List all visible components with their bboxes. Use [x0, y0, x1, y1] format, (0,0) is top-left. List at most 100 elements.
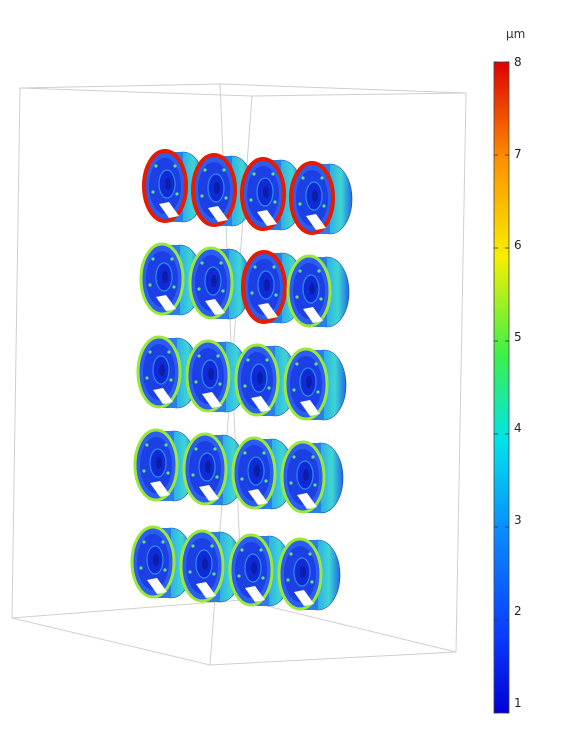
part-bolt-hole: [169, 378, 173, 382]
part-bore: [300, 566, 306, 578]
part-bore: [162, 271, 168, 283]
part-bolt-hole: [145, 376, 149, 380]
colorbar-tick-label-4: 4: [514, 421, 522, 435]
part-bolt-hole: [170, 257, 174, 261]
part-bore: [214, 182, 220, 194]
part: [234, 343, 298, 417]
part-notch: [150, 481, 170, 497]
part-bolt-hole: [246, 358, 250, 362]
part-bolt-hole: [314, 362, 318, 366]
part-bolt-hole: [224, 196, 228, 200]
part-bolt-hole: [164, 443, 168, 447]
part-bolt-hole: [273, 200, 277, 204]
part-notch: [196, 582, 216, 598]
part-notch: [297, 493, 317, 509]
part-bolt-hole: [310, 580, 314, 584]
part-bolt-hole: [237, 574, 241, 578]
part-bolt-hole: [319, 297, 323, 301]
part-bolt-hole: [264, 479, 268, 483]
part-bolt-hole: [262, 451, 266, 455]
part-bore: [165, 178, 171, 190]
part-bolt-hole: [274, 293, 278, 297]
part-bore: [153, 554, 159, 566]
part-bolt-hole: [191, 473, 195, 477]
part-bore: [208, 368, 214, 380]
part-bolt-hole: [151, 257, 155, 261]
part-bolt-hole: [316, 390, 320, 394]
part-notch: [156, 295, 176, 311]
part-bore: [312, 190, 318, 202]
part-bore: [309, 283, 315, 295]
part-bolt-hole: [265, 358, 269, 362]
part-bolt-hole: [308, 552, 312, 556]
part-notch: [251, 396, 271, 412]
part-bolt-hole: [298, 269, 302, 273]
part-bolt-hole: [250, 291, 254, 295]
part-bolt-hole: [188, 570, 192, 574]
part-bolt-hole: [154, 164, 158, 168]
part-bolt-hole: [213, 447, 217, 451]
part-bolt-hole: [216, 354, 220, 358]
part-bolt-hole: [311, 455, 315, 459]
part-notch: [300, 400, 320, 416]
part-bolt-hole: [289, 481, 293, 485]
part-bolt-hole: [222, 168, 226, 172]
part-notch: [294, 590, 314, 606]
colorbar: [493, 61, 510, 714]
part-bore: [205, 461, 211, 473]
part-bolt-hole: [259, 548, 263, 552]
part-notch: [205, 299, 225, 315]
part: [283, 347, 347, 421]
part-notch: [147, 578, 167, 594]
part-bolt-hole: [142, 540, 146, 544]
part-bolt-hole: [167, 350, 171, 354]
part-bolt-hole: [289, 552, 293, 556]
part-notch: [208, 206, 228, 222]
part-bore: [156, 457, 162, 469]
colorbar-tick-label-2: 2: [514, 604, 522, 618]
part-bolt-hole: [295, 295, 299, 299]
part-bolt-hole: [142, 469, 146, 473]
part-bolt-hole: [243, 451, 247, 455]
part-bolt-hole: [212, 572, 216, 576]
part-bolt-hole: [200, 261, 204, 265]
part-bolt-hole: [139, 566, 143, 570]
part-bolt-hole: [292, 388, 296, 392]
part-notch: [159, 202, 179, 218]
colorbar-tick-label-8: 8: [514, 55, 522, 69]
part-bolt-hole: [253, 265, 257, 269]
part: [280, 440, 344, 514]
part-bolt-hole: [210, 544, 214, 548]
part-bolt-hole: [322, 204, 326, 208]
part-bolt-hole: [272, 265, 276, 269]
part-bore: [303, 469, 309, 481]
colorbar-ticks: [494, 61, 509, 714]
part-notch: [153, 388, 173, 404]
part-notch: [202, 392, 222, 408]
part-bolt-hole: [166, 471, 170, 475]
part-bolt-hole: [243, 384, 247, 388]
part-bolt-hole: [148, 283, 152, 287]
part-bore: [202, 558, 208, 570]
part-bolt-hole: [219, 261, 223, 265]
part-bolt-hole: [249, 198, 253, 202]
part-bolt-hole: [286, 578, 290, 582]
part-bolt-hole: [295, 362, 299, 366]
part: [188, 246, 252, 320]
part-bolt-hole: [320, 176, 324, 180]
colorbar-unit: µm: [506, 27, 526, 41]
part-bore: [159, 364, 165, 376]
part-bolt-hole: [261, 576, 265, 580]
part-bore: [254, 465, 260, 477]
part: [231, 436, 295, 510]
part-bolt-hole: [145, 443, 149, 447]
part-bolt-hole: [313, 483, 317, 487]
part-notch: [248, 489, 268, 505]
part-bolt-hole: [267, 386, 271, 390]
part-bolt-hole: [317, 269, 321, 273]
part-bolt-hole: [197, 287, 201, 291]
part: [286, 254, 350, 328]
part-bolt-hole: [151, 190, 155, 194]
colorbar-tick-label-1: 1: [514, 696, 522, 710]
